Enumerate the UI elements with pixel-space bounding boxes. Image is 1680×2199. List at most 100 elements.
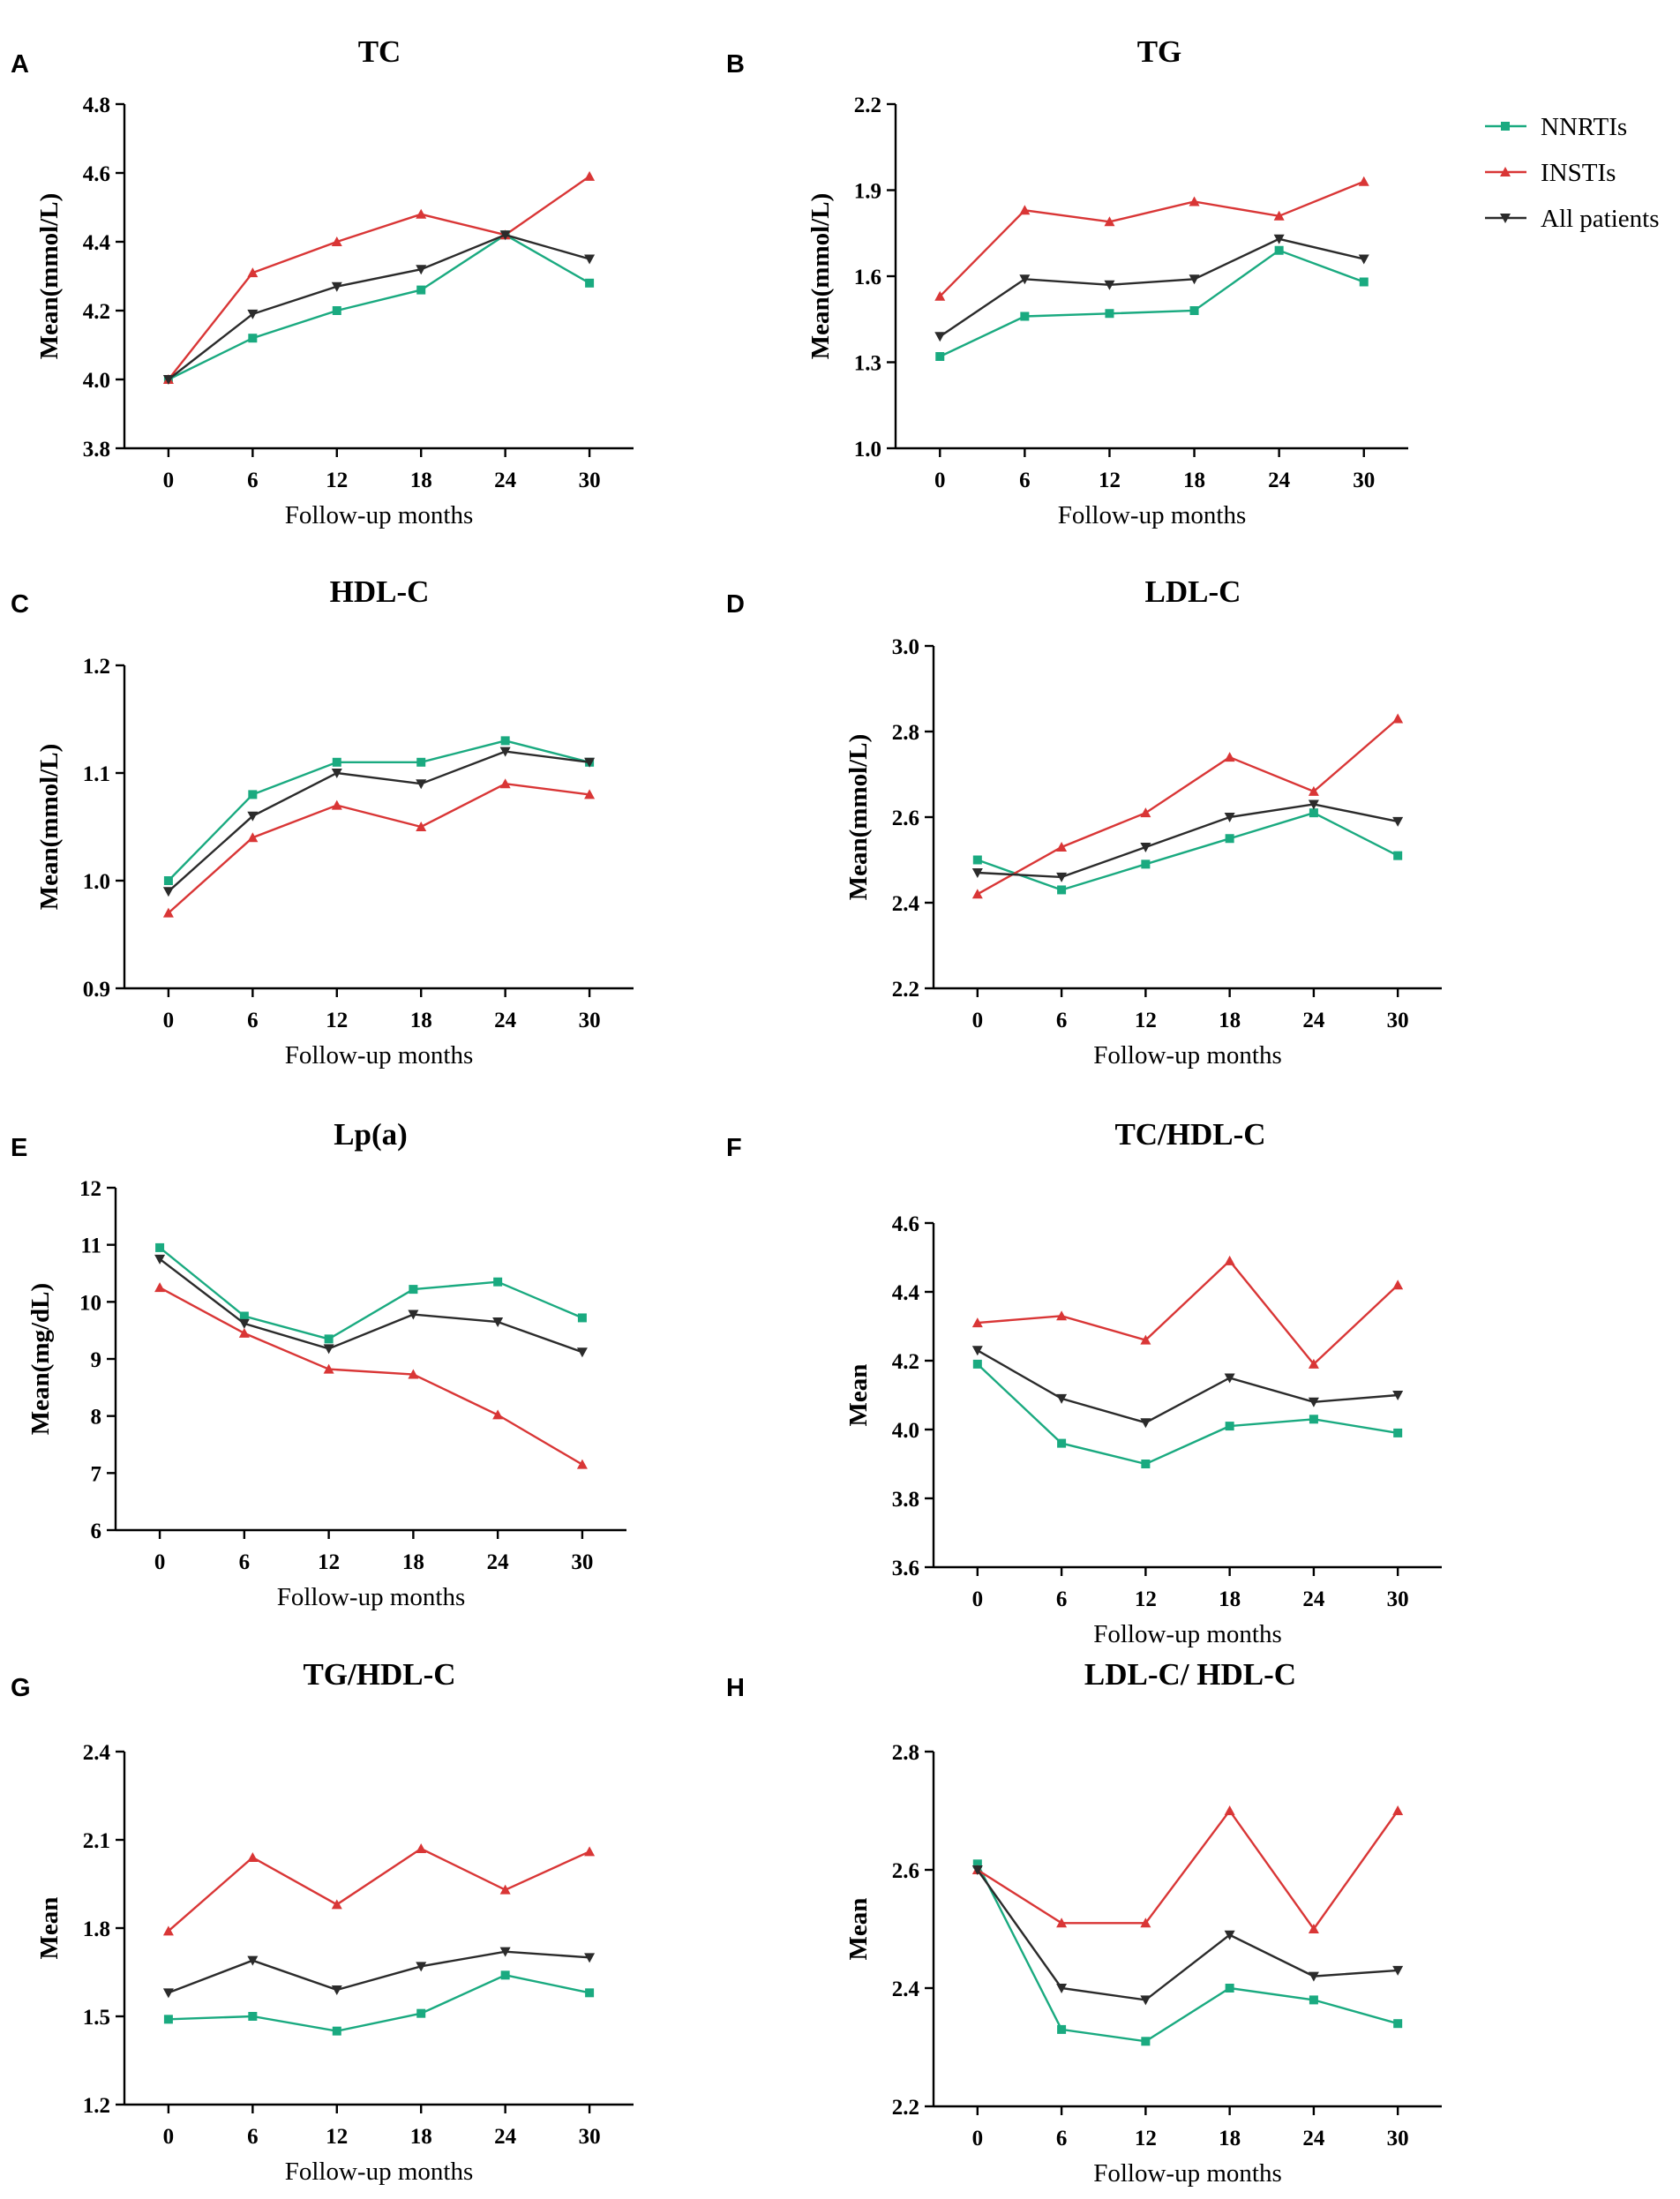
data-point: [584, 789, 596, 799]
data-point: [1225, 834, 1234, 844]
panel-letter: F: [726, 1134, 742, 1162]
data-point: [576, 1347, 588, 1358]
y-tick-label: 2.6: [892, 1859, 919, 1883]
data-point: [1392, 1280, 1404, 1290]
series-instis: [971, 1255, 1404, 1369]
data-point: [1019, 274, 1031, 285]
y-tick-label: 3.6: [892, 1557, 919, 1580]
series-all-patients: [162, 1947, 596, 1999]
y-tick-label: 7: [91, 1462, 102, 1486]
data-point: [1140, 1918, 1151, 1928]
data-point: [1392, 1965, 1404, 1976]
data-point: [324, 1334, 334, 1344]
y-tick-label: 4.6: [83, 162, 110, 186]
data-point: [1141, 1460, 1151, 1468]
y-tick-label: 10: [79, 1291, 101, 1315]
y-tick-label: 1.1: [83, 762, 110, 786]
data-point: [238, 1318, 250, 1329]
data-point: [331, 1899, 342, 1910]
data-point: [247, 309, 259, 319]
panel-letter: H: [726, 1674, 745, 1702]
data-point: [154, 1282, 166, 1293]
x-tick-label: 24: [487, 1550, 510, 1574]
x-tick-label: 0: [154, 1550, 166, 1574]
x-axis-title: Follow-up months: [285, 501, 474, 529]
data-point: [1140, 807, 1151, 818]
series-line: [939, 249, 1365, 358]
data-point: [416, 779, 427, 790]
series-all-patients: [971, 1865, 1404, 2006]
series-line: [168, 233, 590, 381]
y-tick-label: 1.0: [854, 438, 881, 462]
series-line: [168, 739, 590, 882]
data-point: [971, 868, 983, 879]
series-all-patients: [162, 230, 596, 385]
series-line: [977, 811, 1399, 891]
data-point: [585, 278, 595, 288]
y-tick-label: 4.0: [83, 369, 110, 393]
x-tick-label: 0: [972, 1587, 984, 1611]
data-point: [331, 1985, 342, 1995]
data-point: [1392, 1391, 1404, 1400]
data-point: [323, 1344, 334, 1355]
data-point: [584, 1953, 596, 1963]
series-line: [168, 750, 590, 893]
y-tick-label: 1.6: [854, 266, 881, 289]
x-tick-label: 0: [163, 469, 175, 492]
data-point: [1020, 311, 1030, 321]
data-point: [499, 778, 511, 789]
data-point: [416, 265, 427, 275]
series-all-patients: [971, 799, 1404, 882]
x-axis-title: Follow-up months: [285, 2158, 474, 2186]
legend-marker: [1501, 122, 1510, 131]
data-point: [1224, 752, 1235, 762]
panel-letter: C: [11, 590, 29, 619]
x-tick-label: 18: [1219, 1587, 1241, 1611]
data-point: [576, 1459, 588, 1469]
data-point: [332, 2026, 341, 2036]
data-point: [239, 1311, 249, 1321]
data-point: [1273, 210, 1285, 221]
data-point: [1308, 1358, 1319, 1369]
x-tick-label: 18: [1183, 469, 1205, 492]
series-line: [159, 1257, 583, 1354]
data-point: [1057, 1438, 1067, 1448]
chart-panel-e: E Lp(a) 6 7 8 9 10 11 12 0 6 12 18 24 30 Follow-up mont…: [11, 1117, 626, 1611]
series-line: [167, 175, 590, 380]
data-point: [1359, 277, 1369, 287]
y-tick-label: 2.1: [83, 1829, 110, 1853]
series-nnrtis: [163, 1970, 595, 2036]
y-tick-label: 3.8: [892, 1488, 919, 1512]
x-tick-label: 24: [1302, 2127, 1325, 2150]
y-axis-title: Mean: [844, 1898, 873, 1961]
data-point: [323, 1363, 334, 1374]
data-point: [1141, 2037, 1151, 2046]
data-point: [1057, 885, 1067, 895]
chart-title: TG: [1137, 34, 1182, 69]
series-nnrtis: [163, 230, 595, 384]
x-tick-label: 30: [579, 2125, 601, 2149]
data-point: [935, 352, 945, 361]
panel-letter: E: [11, 1134, 27, 1162]
data-point: [162, 887, 174, 897]
panel-letter: G: [11, 1674, 31, 1702]
data-point: [584, 170, 596, 181]
series-instis: [971, 1805, 1404, 1933]
data-point: [416, 285, 426, 295]
legend-item: INSTIs: [1485, 159, 1616, 187]
series-line: [977, 1259, 1399, 1366]
series-instis: [162, 778, 596, 918]
series-line: [939, 237, 1364, 338]
data-point: [1308, 785, 1319, 796]
series-all-patients: [934, 234, 1369, 342]
data-point: [408, 1369, 419, 1379]
x-tick-label: 24: [1268, 469, 1291, 492]
y-tick-label: 2.6: [892, 807, 919, 830]
series-line: [977, 803, 1399, 879]
chart-panel-g: G TG/HDL-C 1.2 1.5 1.8 2.1 2.4 0 6 12 18 24 30 Follow…: [11, 1657, 634, 2186]
y-tick-label: 9: [91, 1348, 102, 1372]
data-point: [247, 1852, 259, 1862]
data-point: [1358, 254, 1369, 265]
series-line: [168, 782, 590, 914]
